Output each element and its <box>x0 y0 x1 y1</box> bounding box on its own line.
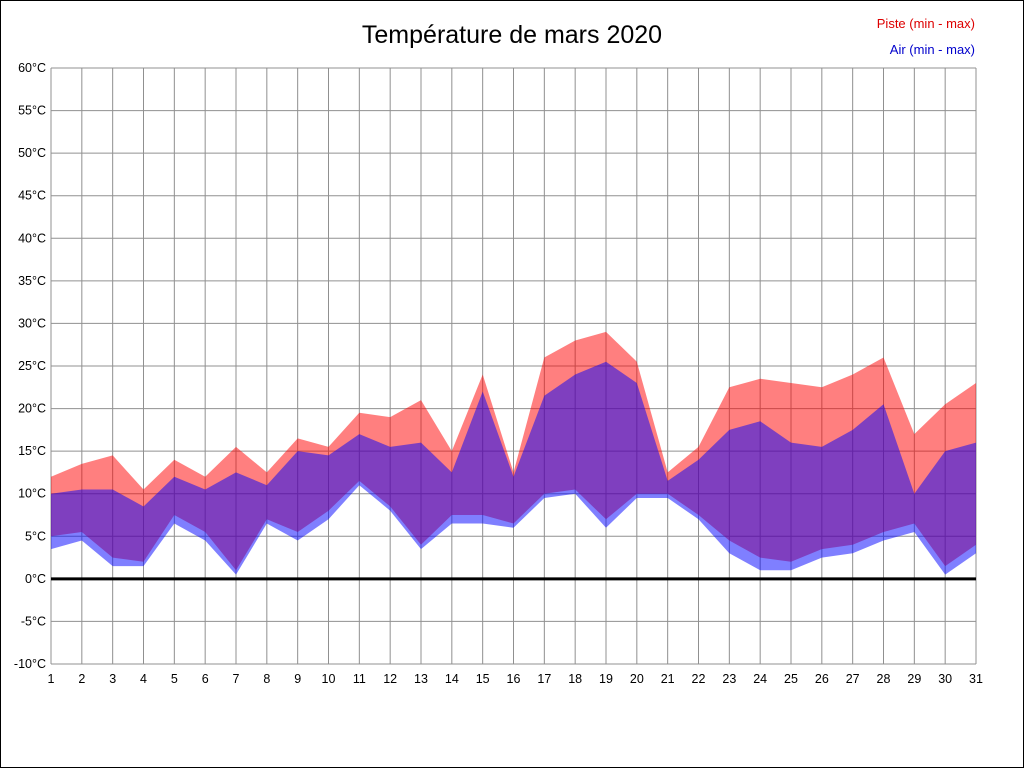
legend-piste: Piste (min - max) <box>876 16 975 31</box>
svg-text:5: 5 <box>171 672 178 686</box>
svg-text:20: 20 <box>630 672 644 686</box>
svg-text:15°C: 15°C <box>18 444 46 458</box>
svg-text:3: 3 <box>109 672 116 686</box>
svg-text:45°C: 45°C <box>18 189 46 203</box>
svg-text:11: 11 <box>353 672 366 686</box>
svg-text:18: 18 <box>568 672 582 686</box>
svg-text:22: 22 <box>692 672 706 686</box>
svg-text:30°C: 30°C <box>18 316 46 330</box>
svg-text:15: 15 <box>476 672 490 686</box>
svg-text:4: 4 <box>140 672 147 686</box>
svg-text:0°C: 0°C <box>25 572 46 586</box>
svg-text:26: 26 <box>815 672 829 686</box>
svg-text:40°C: 40°C <box>18 231 46 245</box>
svg-text:25°C: 25°C <box>18 359 46 373</box>
svg-text:30: 30 <box>938 672 952 686</box>
svg-text:5°C: 5°C <box>25 529 46 543</box>
svg-text:10°C: 10°C <box>18 487 46 501</box>
svg-text:-5°C: -5°C <box>21 614 46 628</box>
svg-text:8: 8 <box>263 672 270 686</box>
svg-text:60°C: 60°C <box>18 61 46 75</box>
chart-legend: Piste (min - max) Air (min - max) <box>877 11 975 63</box>
svg-text:12: 12 <box>383 672 397 686</box>
svg-text:16: 16 <box>507 672 521 686</box>
svg-text:17: 17 <box>537 672 551 686</box>
svg-text:-10°C: -10°C <box>14 657 46 671</box>
svg-text:28: 28 <box>877 672 891 686</box>
svg-text:2: 2 <box>78 672 85 686</box>
svg-text:14: 14 <box>445 672 459 686</box>
svg-text:25: 25 <box>784 672 798 686</box>
svg-text:9: 9 <box>294 672 301 686</box>
svg-text:29: 29 <box>907 672 921 686</box>
svg-text:27: 27 <box>846 672 860 686</box>
svg-text:7: 7 <box>233 672 240 686</box>
svg-text:55°C: 55°C <box>18 104 46 118</box>
svg-text:50°C: 50°C <box>18 146 46 160</box>
svg-text:1: 1 <box>48 672 55 686</box>
svg-text:20°C: 20°C <box>18 402 46 416</box>
svg-text:6: 6 <box>202 672 209 686</box>
legend-air: Air (min - max) <box>889 42 975 57</box>
svg-text:35°C: 35°C <box>18 274 46 288</box>
svg-text:24: 24 <box>753 672 767 686</box>
svg-text:21: 21 <box>661 672 675 686</box>
svg-text:31: 31 <box>969 672 983 686</box>
svg-text:13: 13 <box>414 672 428 686</box>
chart-title: Température de mars 2020 <box>361 21 663 49</box>
svg-text:19: 19 <box>599 672 613 686</box>
svg-text:10: 10 <box>322 672 336 686</box>
svg-text:23: 23 <box>722 672 736 686</box>
